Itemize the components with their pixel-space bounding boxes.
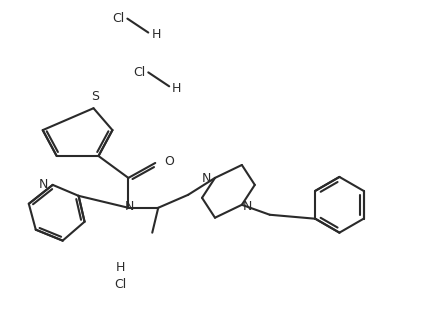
Text: O: O — [164, 156, 174, 169]
Text: H: H — [116, 261, 125, 274]
Text: Cl: Cl — [112, 12, 124, 25]
Text: S: S — [91, 90, 99, 103]
Text: Cl: Cl — [114, 278, 127, 291]
Text: N: N — [125, 200, 134, 213]
Text: N: N — [202, 172, 211, 186]
Text: N: N — [243, 200, 252, 213]
Text: H: H — [172, 82, 181, 95]
Text: N: N — [38, 178, 48, 192]
Text: H: H — [151, 28, 161, 41]
Text: Cl: Cl — [133, 66, 145, 79]
